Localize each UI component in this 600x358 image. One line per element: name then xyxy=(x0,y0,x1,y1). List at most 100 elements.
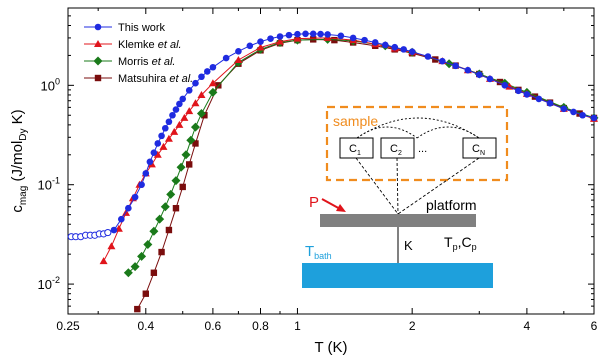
data-point xyxy=(293,34,302,42)
data-point xyxy=(118,215,125,223)
y-axis-label: cmag (J/molDy K) xyxy=(9,109,29,212)
x-tick-label: 4 xyxy=(524,319,531,333)
data-point xyxy=(130,262,140,272)
x-tick-label: 0.25 xyxy=(56,319,80,333)
data-point xyxy=(104,228,112,237)
data-point xyxy=(179,95,187,103)
series-line xyxy=(113,33,595,231)
legend: This work Klemke et al. Morris et al. Ma… xyxy=(84,22,193,85)
coupling-arc xyxy=(356,117,480,139)
data-point xyxy=(164,134,173,142)
data-point xyxy=(501,82,509,89)
data-point xyxy=(192,79,199,87)
data-point xyxy=(208,79,217,87)
data-point xyxy=(153,150,162,158)
series-layer xyxy=(67,30,599,313)
x-tick-label: 1 xyxy=(294,319,301,333)
svg-text:CN: CN xyxy=(472,143,485,157)
platform-bar xyxy=(320,214,476,227)
plot-frame xyxy=(67,7,595,315)
data-point xyxy=(161,124,169,132)
legend-marker xyxy=(94,74,102,82)
data-point xyxy=(309,30,317,38)
data-point xyxy=(381,41,389,49)
data-point xyxy=(185,107,194,115)
data-point xyxy=(185,87,193,94)
data-point xyxy=(222,54,230,62)
legend-entry-this-work: This work xyxy=(84,22,166,34)
data-point xyxy=(169,111,176,119)
data-point xyxy=(180,113,189,121)
data-point xyxy=(134,305,141,313)
x-tick-label: 6 xyxy=(591,319,598,333)
data-point xyxy=(137,251,147,261)
svg-text:C1: C1 xyxy=(349,143,361,157)
x-tick-label: 0.6 xyxy=(205,319,222,333)
data-point xyxy=(125,204,132,212)
y-label-end: K) xyxy=(9,109,26,128)
data-point xyxy=(158,248,165,256)
data-point xyxy=(176,162,186,172)
data-point xyxy=(138,181,145,189)
data-point xyxy=(197,90,206,98)
data-point xyxy=(371,39,379,46)
legend-marker xyxy=(93,56,103,66)
data-point xyxy=(560,105,568,113)
legend-label: This work xyxy=(118,22,166,34)
data-point xyxy=(208,87,218,97)
data-point xyxy=(317,30,324,38)
data-point xyxy=(391,43,399,51)
data-point xyxy=(142,290,149,297)
data-point xyxy=(285,31,293,39)
data-point xyxy=(165,118,173,126)
data-point xyxy=(192,140,199,147)
data-point xyxy=(186,161,193,168)
data-point xyxy=(464,66,472,74)
data-point xyxy=(107,242,116,250)
y-tick-label: 100 xyxy=(41,76,60,93)
power-arrow-head xyxy=(336,204,346,212)
y-label-sub: mag xyxy=(18,186,29,205)
sample-label: sample xyxy=(333,113,378,129)
data-point xyxy=(276,33,284,40)
data-point xyxy=(590,114,598,122)
x-tick-label: 0.4 xyxy=(137,319,154,333)
cell-c2: C2 xyxy=(380,137,415,159)
data-point xyxy=(150,269,158,276)
data-point xyxy=(158,132,165,140)
bath-label: Tbath xyxy=(305,243,332,261)
legend-label: Matsuhira et al. xyxy=(118,73,193,85)
data-point xyxy=(175,120,184,128)
data-point xyxy=(579,111,586,119)
data-point xyxy=(99,257,108,265)
y-label-main: c xyxy=(9,205,26,213)
data-point xyxy=(131,193,139,201)
y-tick-label: 10-2 xyxy=(38,275,60,292)
data-point xyxy=(546,99,554,107)
legend-entry-morris: Morris et al. xyxy=(84,56,175,68)
sample-box xyxy=(325,105,509,182)
data-point xyxy=(172,205,180,212)
cell-cn: CN xyxy=(462,137,497,159)
y-label-mid: (J/mol xyxy=(9,141,26,186)
inset-schematic: sample C1 C2 ... CN platform P K xyxy=(302,105,509,288)
x-axis-label: T (K) xyxy=(314,339,347,356)
legend-label: Klemke et al. xyxy=(118,39,182,51)
k-label: K xyxy=(404,238,413,253)
data-point xyxy=(294,30,301,38)
data-point xyxy=(408,48,416,55)
data-point xyxy=(337,32,345,40)
legend-entry-matsuhira: Matsuhira et al. xyxy=(84,73,193,85)
data-point xyxy=(165,226,173,234)
data-point xyxy=(155,214,165,224)
data-point xyxy=(496,78,504,86)
link-line xyxy=(396,157,399,215)
series-1 xyxy=(67,228,112,241)
data-point xyxy=(123,268,133,278)
data-point xyxy=(146,158,154,166)
data-point xyxy=(235,48,242,55)
series-0 xyxy=(110,30,598,234)
bath-bar xyxy=(302,263,493,288)
legend-label: Morris et al. xyxy=(118,56,175,68)
